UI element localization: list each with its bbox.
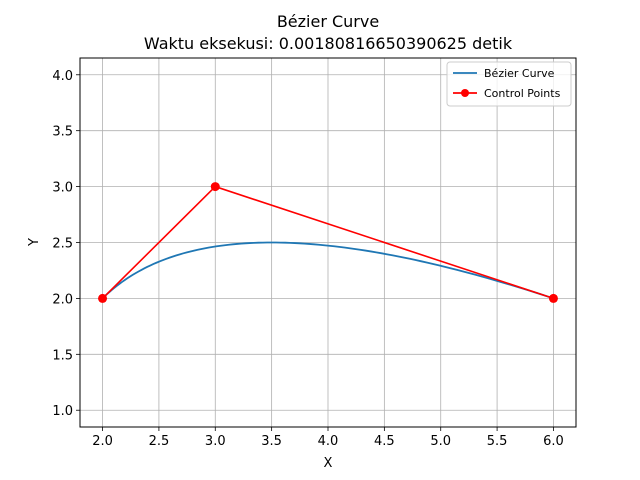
y-tick-label: 4.0 — [52, 69, 73, 84]
legend-box — [446, 61, 572, 107]
y-tick-label: 3.5 — [52, 125, 73, 140]
y-tick-label: 2.5 — [52, 237, 73, 252]
legend-marker-control — [461, 89, 469, 97]
control-point-marker — [548, 293, 558, 303]
bezier-curve-line — [101, 241, 554, 300]
chart-subtitle: Waktu eksekusi: 0.0018081665039062​5 det… — [144, 34, 513, 53]
x-axis-label: X — [324, 456, 333, 471]
y-tick-label: 1.0 — [52, 404, 73, 419]
ticks: 2.0 2.5 3.0 3.5 4.0 4.5 5.0 5.5 6.0 1.0 1.5 2.0 2.5 3… — [52, 69, 563, 449]
y-tick-label: 1.5 — [52, 348, 73, 363]
control-point-marker — [98, 293, 108, 303]
x-tick-label: 5.5 — [487, 434, 508, 449]
legend-label-bezier: Bézier Curve — [484, 67, 555, 80]
x-tick-label: 5.0 — [430, 434, 451, 449]
legend: Bézier Curve Control Points — [446, 61, 572, 107]
plot-area — [98, 182, 558, 303]
x-tick-label: 4.5 — [374, 434, 395, 449]
legend-label-control: Control Points — [484, 87, 561, 100]
y-tick-label: 3.0 — [52, 181, 73, 196]
x-tick-label: 2.0 — [92, 434, 113, 449]
control-point-marker — [210, 182, 220, 192]
x-tick-label: 3.5 — [261, 434, 282, 449]
x-tick-label: 2.5 — [149, 434, 170, 449]
y-axis-label: Y — [27, 238, 42, 247]
grid — [80, 58, 576, 427]
y-tick-label: 2.0 — [52, 292, 73, 307]
x-tick-label: 6.0 — [543, 434, 564, 449]
x-tick-label: 4.0 — [318, 434, 339, 449]
chart-title: Bézier Curve — [277, 12, 379, 31]
x-tick-label: 3.0 — [205, 434, 226, 449]
